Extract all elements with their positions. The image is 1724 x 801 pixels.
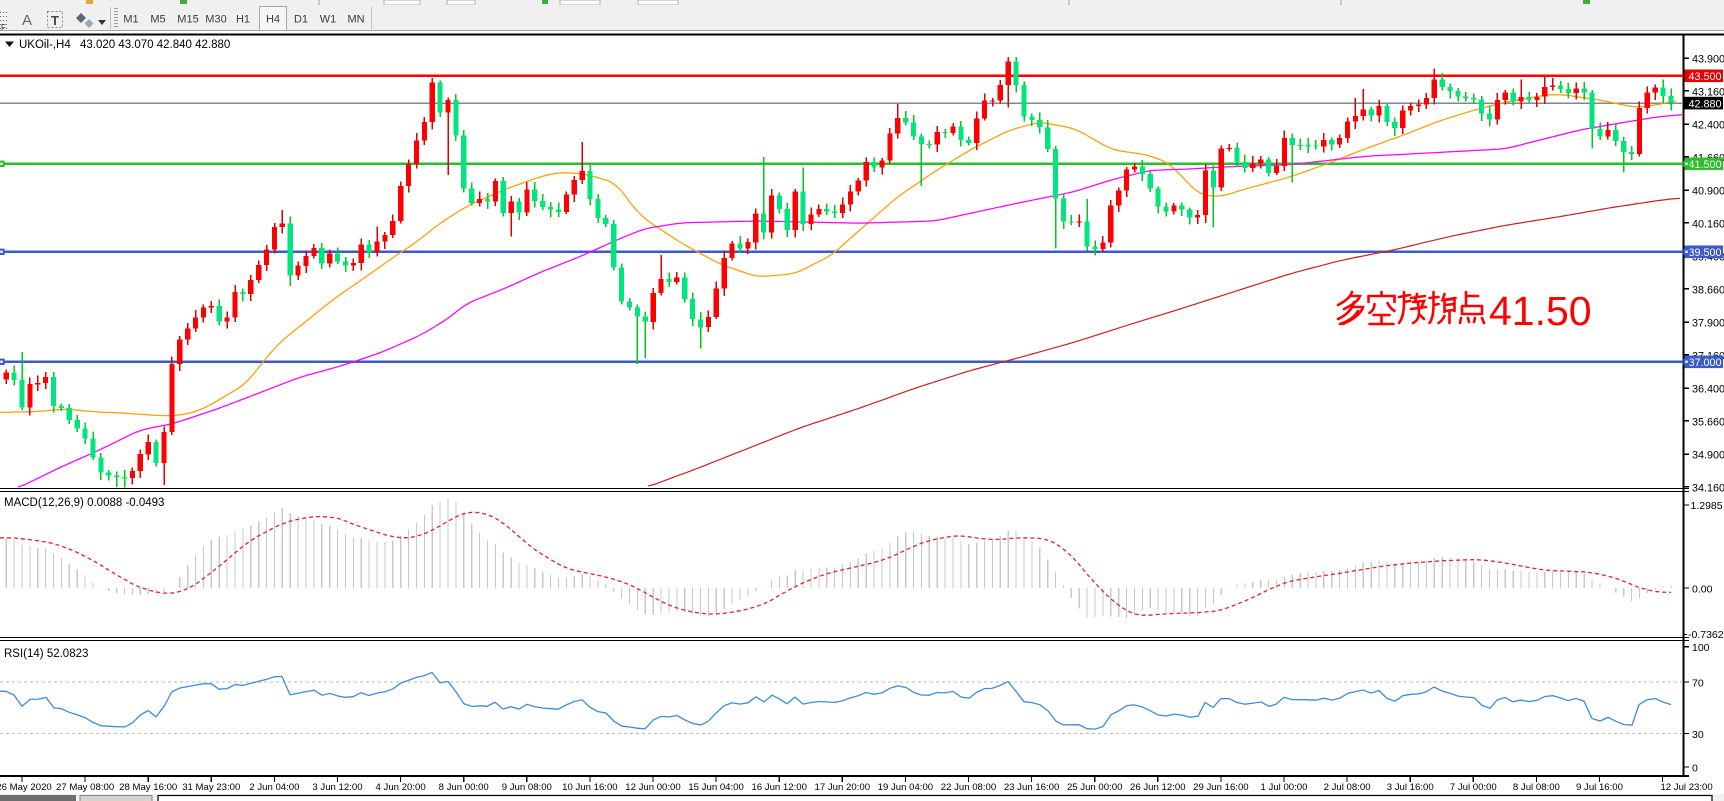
svg-text:8 Jun 00:00: 8 Jun 00:00 (439, 782, 489, 793)
svg-text:41.500: 41.500 (1689, 159, 1722, 171)
svg-text:25 Jun 00:00: 25 Jun 00:00 (1067, 782, 1122, 793)
svg-text:0.00: 0.00 (1692, 584, 1713, 596)
svg-text:26 Jun 12:00: 26 Jun 12:00 (1130, 782, 1185, 793)
svg-text:D1: D1 (294, 14, 308, 26)
svg-text:UKOil-,H4: UKOil-,H4 (19, 39, 71, 51)
svg-text:34.160: 34.160 (1692, 482, 1724, 494)
svg-text:43.900: 43.900 (1692, 54, 1724, 66)
svg-text:37.900: 37.900 (1692, 318, 1724, 330)
svg-text:70: 70 (1692, 678, 1704, 690)
svg-text:12 Jun 00:00: 12 Jun 00:00 (625, 782, 680, 793)
svg-text:42.400: 42.400 (1692, 120, 1724, 132)
svg-text:19 Jun 04:00: 19 Jun 04:00 (878, 782, 933, 793)
svg-text:MACD(12,26,9) 0.0088 -0.0493: MACD(12,26,9) 0.0088 -0.0493 (4, 497, 164, 509)
svg-text:9 Jun 08:00: 9 Jun 08:00 (502, 782, 552, 793)
svg-text:0: 0 (1692, 763, 1698, 775)
svg-text:H4: H4 (266, 14, 280, 26)
svg-text:43.160: 43.160 (1692, 86, 1724, 98)
svg-text:40.160: 40.160 (1692, 218, 1724, 230)
svg-text:38.660: 38.660 (1692, 284, 1724, 296)
svg-text:M30: M30 (205, 14, 226, 26)
svg-text:M5: M5 (150, 14, 165, 26)
svg-text:F: F (1, 23, 6, 32)
svg-text:41.50: 41.50 (1489, 288, 1592, 334)
svg-text:1 Jul 00:00: 1 Jul 00:00 (1261, 782, 1308, 793)
svg-text:37.000: 37.000 (1689, 357, 1722, 369)
svg-text:1.2985: 1.2985 (1691, 500, 1723, 512)
svg-text:9 Jul 16:00: 9 Jul 16:00 (1576, 782, 1623, 793)
svg-text:MN: MN (347, 14, 364, 26)
svg-text:17 Jun 20:00: 17 Jun 20:00 (815, 782, 870, 793)
svg-text:15 Jun 04:00: 15 Jun 04:00 (688, 782, 743, 793)
svg-text:28 May 16:00: 28 May 16:00 (119, 782, 177, 793)
svg-text:35.660: 35.660 (1692, 416, 1724, 428)
svg-text:43.020 43.070 42.840 42.880: 43.020 43.070 42.840 42.880 (80, 39, 230, 51)
svg-text:10 Jun 16:00: 10 Jun 16:00 (562, 782, 617, 793)
svg-text:16 Jun 12:00: 16 Jun 12:00 (751, 782, 806, 793)
svg-text:31 May 23:00: 31 May 23:00 (182, 782, 240, 793)
svg-text:23 Jun 16:00: 23 Jun 16:00 (1004, 782, 1059, 793)
svg-text:3 Jun 12:00: 3 Jun 12:00 (312, 782, 362, 793)
svg-text:M1: M1 (123, 14, 138, 26)
svg-text:H1: H1 (236, 14, 250, 26)
svg-text:100: 100 (1692, 642, 1710, 654)
svg-text:2 Jun 04:00: 2 Jun 04:00 (249, 782, 299, 793)
svg-text:29 Jun 16:00: 29 Jun 16:00 (1193, 782, 1248, 793)
svg-text:4 Jun 20:00: 4 Jun 20:00 (376, 782, 426, 793)
svg-text:A: A (22, 12, 32, 29)
svg-text:M15: M15 (177, 14, 198, 26)
svg-text:36.400: 36.400 (1692, 384, 1724, 396)
svg-text:40.900: 40.900 (1692, 186, 1724, 198)
svg-text:39.500: 39.500 (1689, 247, 1722, 259)
svg-text:22 Jun 08:00: 22 Jun 08:00 (941, 782, 996, 793)
svg-text:12 Jul 23:00: 12 Jul 23:00 (1660, 782, 1712, 793)
svg-text:W1: W1 (320, 14, 337, 26)
svg-text:30: 30 (1692, 729, 1704, 741)
svg-text:-0.7362: -0.7362 (1688, 629, 1724, 641)
svg-text:27 May 08:00: 27 May 08:00 (56, 782, 114, 793)
svg-text:7 Jul 00:00: 7 Jul 00:00 (1450, 782, 1497, 793)
svg-text:34.900: 34.900 (1692, 450, 1724, 462)
svg-text:2 Jul 08:00: 2 Jul 08:00 (1324, 782, 1371, 793)
svg-text:T: T (51, 13, 59, 28)
svg-text:8 Jul 08:00: 8 Jul 08:00 (1513, 782, 1560, 793)
svg-text:3 Jul 16:00: 3 Jul 16:00 (1387, 782, 1434, 793)
svg-text:43.500: 43.500 (1689, 71, 1722, 83)
svg-text:RSI(14) 52.0823: RSI(14) 52.0823 (4, 648, 88, 660)
svg-text:26 May 2020: 26 May 2020 (0, 782, 52, 793)
svg-text:42.880: 42.880 (1689, 98, 1722, 110)
